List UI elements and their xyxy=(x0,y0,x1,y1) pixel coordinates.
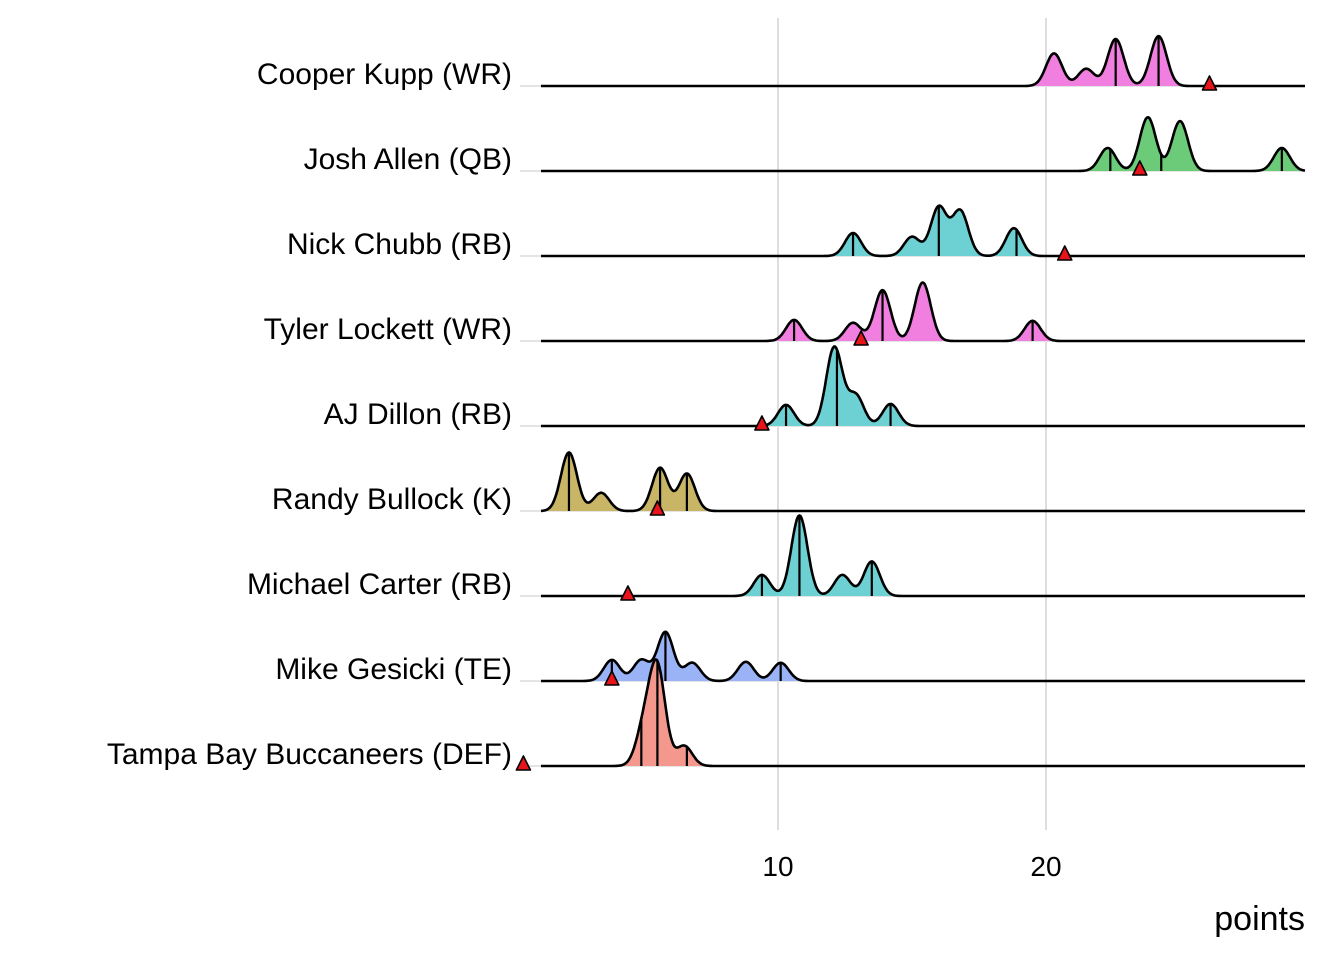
density-outline xyxy=(541,658,1305,768)
ridge-josh-allen-qb xyxy=(520,116,1306,176)
actual-points-marker xyxy=(604,670,620,686)
ridge-cooper-kupp-wr xyxy=(520,34,1305,91)
density-fill xyxy=(771,282,1055,341)
player-label-tampa-bay-buccaneers-def: Tampa Bay Buccaneers (DEF) xyxy=(107,738,512,771)
density-fill xyxy=(589,631,802,681)
density-outline xyxy=(541,116,1306,173)
actual-points-marker xyxy=(853,330,869,346)
actual-points-marker xyxy=(754,415,770,431)
player-label-mike-gesicki-te: Mike Gesicki (TE) xyxy=(275,653,512,686)
x-axis-title: points xyxy=(1214,900,1305,938)
density-fill xyxy=(1084,117,1304,171)
density-outline xyxy=(541,630,1305,683)
ridge-tyler-lockett-wr xyxy=(520,281,1305,346)
density-outline xyxy=(541,34,1305,88)
ridge-randy-bullock-k xyxy=(520,451,1305,516)
ridge-aj-dillon-rb xyxy=(520,345,1305,431)
actual-points-marker xyxy=(515,755,532,771)
player-labels: Cooper Kupp (WR) Josh Allen (QB) Nick Chub… xyxy=(107,58,512,771)
ridge-michael-carter-rb xyxy=(520,514,1305,601)
x-tick-label-20: 20 xyxy=(1030,851,1061,882)
player-label-cooper-kupp-wr: Cooper Kupp (WR) xyxy=(257,58,512,91)
x-axis-ticks: 10 20 xyxy=(762,851,1061,882)
density-outline xyxy=(541,345,1305,428)
ridge-tampa-bay-buccaneers-def xyxy=(515,658,1305,771)
player-label-tyler-lockett-wr: Tyler Lockett (WR) xyxy=(264,313,512,346)
density-outline xyxy=(540,451,1305,513)
ridge-mike-gesicki-te xyxy=(520,630,1305,686)
actual-points-marker xyxy=(1132,160,1148,176)
density-outline xyxy=(541,281,1305,343)
density-outline xyxy=(541,514,1305,598)
player-label-randy-bullock-k: Randy Bullock (K) xyxy=(272,483,512,516)
player-label-josh-allen-qb: Josh Allen (QB) xyxy=(304,143,512,176)
density-fill xyxy=(739,515,895,596)
ridge-nick-chubb-rb xyxy=(520,204,1305,261)
density-fill xyxy=(763,346,913,426)
actual-points-marker xyxy=(1201,75,1218,91)
density-fill xyxy=(543,452,711,511)
player-label-nick-chubb-rb: Nick Chubb (RB) xyxy=(287,228,512,261)
actual-points-marker xyxy=(620,585,636,601)
x-tick-label-10: 10 xyxy=(762,851,793,882)
actual-points-marker xyxy=(649,500,666,516)
player-label-aj-dillon-rb: AJ Dillon (RB) xyxy=(324,398,512,431)
density-outline xyxy=(541,204,1305,258)
density-fill xyxy=(830,205,1037,256)
player-label-michael-carter-rb: Michael Carter (RB) xyxy=(247,568,512,601)
ridges xyxy=(515,34,1306,771)
actual-points-marker xyxy=(1056,245,1073,261)
